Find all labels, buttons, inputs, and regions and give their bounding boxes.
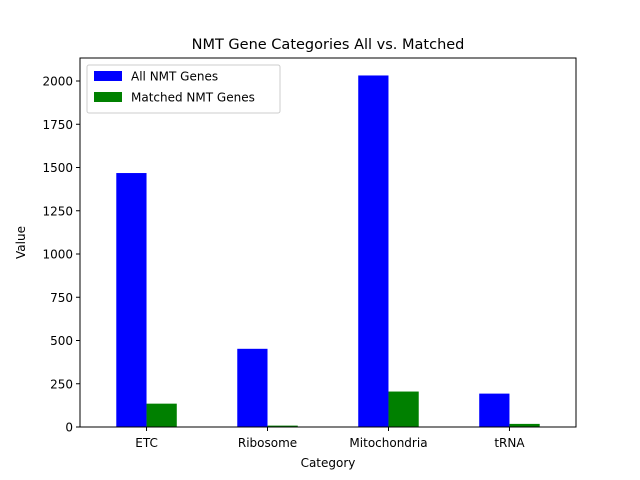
x-tick-label: Mitochondria [349,436,427,450]
y-tick-label: 250 [50,377,73,391]
y-tick-label: 1250 [42,204,73,218]
y-tick-label: 1750 [42,118,73,132]
y-axis: 0 250 500 750 1000 1250 1500 1750 2000 [42,75,80,435]
bar-trna-series-0 [479,393,510,427]
legend-label: Matched NMT Genes [131,91,255,105]
plot-frame [79,57,577,428]
y-axis-label: Value [14,226,28,259]
x-tick-label: ETC [135,436,158,450]
legend-swatch [94,71,122,81]
x-tick-label: Ribosome [238,436,297,450]
legend-swatch [94,92,122,102]
x-axis: ETC Ribosome Mitochondria tRNA [135,427,525,450]
legend-box [86,64,281,114]
x-tick-label: tRNA [494,436,525,450]
bars-group [116,75,540,427]
y-tick-label: 1000 [42,248,73,262]
y-tick-label: 750 [50,291,73,305]
legend-label: All NMT Genes [131,70,218,84]
bar-ribosome-series-1 [267,425,298,427]
bar-ribosome-series-0 [237,348,268,427]
legend: All NMT Genes Matched NMT Genes [86,64,281,114]
bar-trna-series-1 [509,423,540,427]
y-tick-label: 500 [50,334,73,348]
bar-mitochondria-series-0 [358,75,389,427]
bar-etc-series-1 [146,403,177,427]
y-tick-label: 0 [65,421,73,435]
bar-mitochondria-series-1 [388,391,419,427]
bar-etc-series-0 [116,173,147,427]
x-axis-label: Category [301,456,356,470]
y-tick-label: 1500 [42,161,73,175]
y-tick-label: 2000 [42,75,73,89]
chart-title: NMT Gene Categories All vs. Matched [192,37,465,53]
